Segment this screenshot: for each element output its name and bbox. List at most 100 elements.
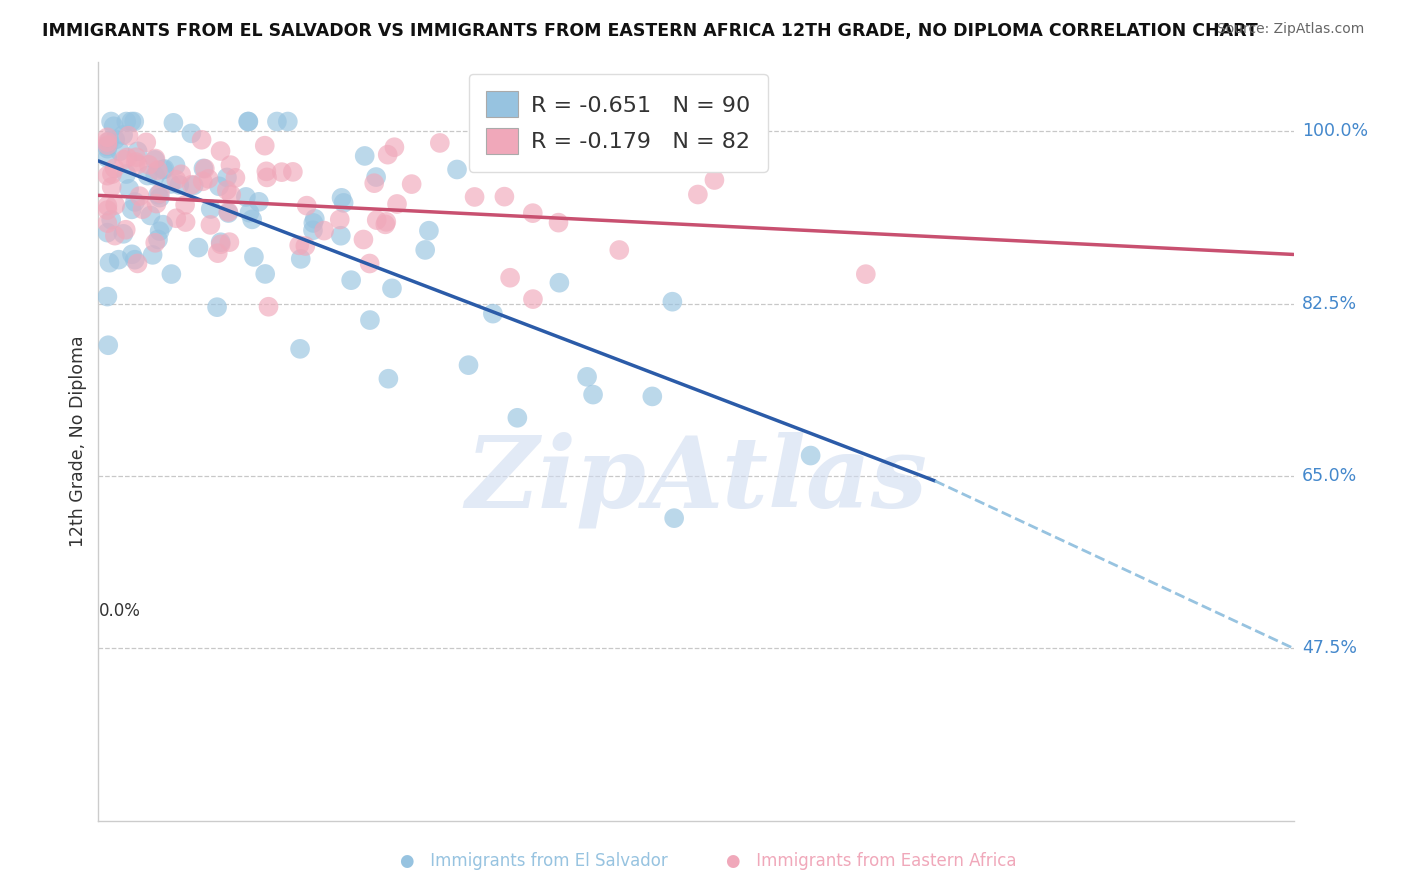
- Point: [122, 114, 145, 128]
- Point: [256, 170, 278, 185]
- Point: [352, 233, 374, 247]
- Point: [247, 194, 270, 209]
- Text: ●   Immigrants from Eastern Africa: ● Immigrants from Eastern Africa: [727, 852, 1017, 870]
- Point: [136, 169, 159, 183]
- Point: [143, 235, 166, 250]
- Point: [240, 212, 263, 227]
- Point: [165, 172, 187, 186]
- Point: [235, 190, 257, 204]
- Point: [661, 294, 683, 309]
- Point: [124, 194, 146, 209]
- Point: [446, 162, 468, 177]
- Point: [145, 196, 167, 211]
- Point: [641, 389, 664, 403]
- Point: [654, 152, 676, 166]
- Point: [224, 170, 246, 185]
- Point: [429, 136, 451, 150]
- Point: [125, 150, 148, 164]
- Point: [100, 212, 122, 227]
- Point: [115, 151, 138, 165]
- Point: [295, 199, 318, 213]
- Point: [104, 198, 127, 212]
- Point: [100, 114, 122, 128]
- Point: [121, 202, 143, 217]
- Point: [120, 114, 142, 128]
- Point: [152, 218, 174, 232]
- Point: [257, 300, 280, 314]
- Point: [100, 180, 122, 194]
- Point: [855, 267, 877, 281]
- Point: [499, 270, 522, 285]
- Point: [288, 342, 311, 356]
- Point: [143, 153, 166, 167]
- Point: [238, 205, 260, 219]
- Point: [103, 161, 125, 176]
- Point: [103, 120, 125, 134]
- Text: ●   Immigrants from El Salvador: ● Immigrants from El Salvador: [401, 852, 668, 870]
- Point: [142, 248, 165, 262]
- Point: [96, 216, 118, 230]
- Point: [384, 140, 406, 154]
- Point: [165, 159, 187, 173]
- Point: [131, 202, 153, 216]
- Point: [115, 167, 138, 181]
- Point: [96, 130, 118, 145]
- Point: [375, 215, 398, 229]
- Point: [314, 224, 336, 238]
- Point: [366, 169, 388, 184]
- Text: 47.5%: 47.5%: [1302, 640, 1357, 657]
- Text: 82.5%: 82.5%: [1302, 294, 1357, 313]
- Text: Source: ZipAtlas.com: Source: ZipAtlas.com: [1216, 22, 1364, 37]
- Point: [149, 224, 172, 238]
- Point: [547, 216, 569, 230]
- Point: [146, 232, 169, 246]
- Point: [162, 116, 184, 130]
- Point: [374, 218, 396, 232]
- Point: [330, 191, 353, 205]
- Point: [217, 206, 239, 220]
- Point: [197, 171, 219, 186]
- Point: [200, 202, 222, 216]
- Point: [128, 189, 150, 203]
- Point: [277, 114, 299, 128]
- Point: [254, 267, 277, 281]
- Point: [209, 237, 232, 252]
- Point: [401, 177, 423, 191]
- Point: [209, 144, 232, 158]
- Point: [353, 149, 375, 163]
- Point: [96, 135, 118, 149]
- Point: [169, 178, 191, 192]
- Point: [332, 195, 354, 210]
- Point: [800, 449, 823, 463]
- Point: [209, 235, 232, 250]
- Point: [127, 256, 149, 270]
- Point: [98, 255, 121, 269]
- Point: [97, 338, 120, 352]
- Point: [219, 187, 242, 202]
- Point: [101, 167, 124, 181]
- Point: [236, 114, 259, 128]
- Point: [96, 142, 118, 156]
- Point: [363, 176, 385, 190]
- Point: [294, 239, 316, 253]
- Point: [96, 151, 118, 165]
- Point: [127, 157, 149, 171]
- Point: [506, 410, 529, 425]
- Point: [359, 313, 381, 327]
- Point: [108, 145, 131, 159]
- Point: [170, 167, 193, 181]
- Point: [548, 276, 571, 290]
- Point: [98, 134, 121, 148]
- Point: [208, 179, 231, 194]
- Point: [194, 161, 217, 176]
- Point: [145, 152, 167, 166]
- Point: [152, 162, 174, 177]
- Point: [180, 127, 202, 141]
- Point: [149, 186, 172, 201]
- Point: [112, 153, 135, 167]
- Text: IMMIGRANTS FROM EL SALVADOR VS IMMIGRANTS FROM EASTERN AFRICA 12TH GRADE, NO DIP: IMMIGRANTS FROM EL SALVADOR VS IMMIGRANT…: [42, 22, 1258, 40]
- Point: [217, 205, 239, 219]
- Point: [329, 228, 352, 243]
- Point: [522, 206, 544, 220]
- Point: [118, 182, 141, 196]
